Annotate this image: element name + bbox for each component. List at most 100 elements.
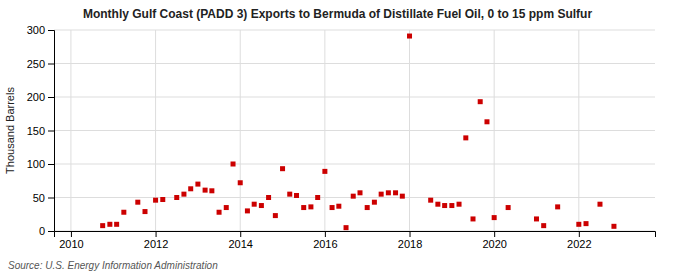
- point: [266, 195, 271, 200]
- tick: 300: [27, 24, 54, 36]
- tick-mark: [48, 64, 54, 65]
- point: [322, 169, 327, 174]
- grid-line-x: [70, 30, 71, 231]
- tick: 50: [33, 192, 54, 204]
- tick: 250: [27, 58, 54, 70]
- point: [195, 182, 200, 187]
- point: [372, 200, 377, 205]
- point: [153, 198, 158, 203]
- point: [351, 194, 356, 199]
- tick-label: 2014: [228, 238, 252, 250]
- point: [280, 166, 285, 171]
- point: [386, 190, 391, 195]
- point: [365, 205, 370, 210]
- tick-label: 100: [27, 158, 45, 170]
- tick-label: 50: [33, 192, 45, 204]
- axis-line: [48, 31, 55, 232]
- point: [336, 204, 341, 209]
- point: [492, 215, 497, 220]
- tick-mark: [410, 231, 411, 237]
- grid: [54, 30, 655, 231]
- point: [541, 223, 546, 228]
- point: [273, 213, 278, 218]
- tick: 150: [27, 125, 54, 137]
- point: [344, 225, 349, 230]
- tick: 2012: [144, 231, 168, 250]
- tick-mark: [48, 97, 54, 98]
- tick: 2016: [313, 231, 337, 250]
- point: [471, 216, 476, 221]
- tick-mark: [494, 231, 495, 237]
- tick: 2018: [398, 231, 422, 250]
- point: [379, 192, 384, 197]
- point: [203, 188, 208, 193]
- tick-mark: [48, 231, 54, 232]
- point: [174, 195, 179, 200]
- grid-line-y: [54, 97, 655, 98]
- tick-mark: [71, 231, 72, 237]
- y-axis: 0 50 100 150 200 250 300: [27, 24, 55, 237]
- point: [484, 119, 489, 124]
- point: [209, 188, 214, 193]
- point: [358, 190, 363, 195]
- chart-container: 2010 2012 2014 2016 2018 2020 2022 0 50 100 150 200…: [0, 0, 675, 275]
- tick-label: 2016: [313, 238, 337, 250]
- tick-mark: [579, 231, 580, 237]
- tick-mark: [48, 164, 54, 165]
- point: [287, 192, 292, 197]
- point: [449, 203, 454, 208]
- tick-mark: [240, 231, 241, 237]
- point: [400, 194, 405, 199]
- tick-label: 250: [27, 58, 45, 70]
- point: [107, 222, 112, 227]
- point: [315, 195, 320, 200]
- point: [259, 203, 264, 208]
- point: [478, 99, 483, 104]
- point: [330, 205, 335, 210]
- grid-line-x: [409, 30, 410, 231]
- tick: 200: [27, 91, 54, 103]
- point: [457, 202, 462, 207]
- point: [231, 162, 236, 167]
- grid-line-y: [54, 130, 655, 131]
- tick-mark: [48, 131, 54, 132]
- point: [301, 205, 306, 210]
- point: [294, 193, 299, 198]
- tick-label: 200: [27, 91, 45, 103]
- grid-line-x: [324, 30, 325, 231]
- point: [142, 209, 147, 214]
- tick-label: 2012: [144, 238, 168, 250]
- grid-line-y: [54, 63, 655, 64]
- tick: 2014: [228, 231, 252, 250]
- point: [217, 210, 222, 215]
- point: [308, 204, 313, 209]
- point: [160, 197, 165, 202]
- point: [393, 190, 398, 195]
- y-axis-label: Thousand Barrels: [4, 87, 16, 174]
- point: [555, 204, 560, 209]
- point: [224, 205, 229, 210]
- tick: 0: [39, 225, 54, 237]
- chart-svg: 2010 2012 2014 2016 2018 2020 2022 0 50 100 150 200…: [0, 0, 675, 275]
- point: [114, 222, 119, 227]
- tick-label: 2022: [567, 238, 591, 250]
- axis-line: [55, 232, 656, 238]
- point: [435, 202, 440, 207]
- point: [252, 202, 257, 207]
- grid-line-x: [240, 30, 241, 231]
- tick-label: 300: [27, 24, 45, 36]
- point: [121, 210, 126, 215]
- point: [597, 202, 602, 207]
- point: [238, 180, 243, 185]
- point: [181, 192, 186, 197]
- grid-line-x: [578, 30, 579, 231]
- point: [584, 221, 589, 226]
- tick: 2020: [482, 231, 506, 250]
- grid-line-y: [54, 164, 655, 165]
- tick-label: 2020: [482, 238, 506, 250]
- tick-mark: [156, 231, 157, 237]
- tick-label: 2010: [59, 238, 83, 250]
- grid-line-x: [494, 30, 495, 231]
- tick: 2010: [59, 231, 83, 250]
- tick: 100: [27, 158, 54, 170]
